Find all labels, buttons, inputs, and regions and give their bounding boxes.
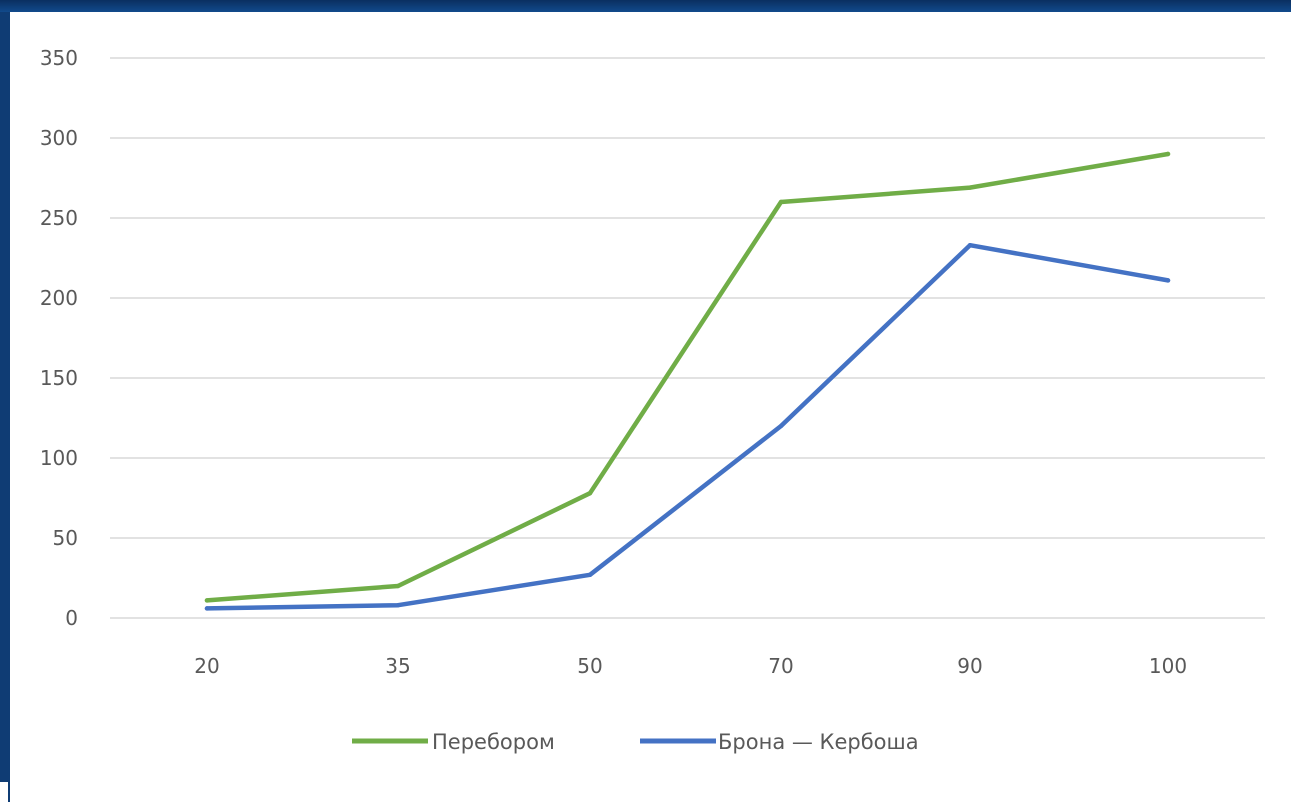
x-tick-label: 20 bbox=[194, 654, 219, 678]
data-point bbox=[778, 423, 784, 429]
y-tick-label: 200 bbox=[40, 286, 78, 310]
slide-corner-mark bbox=[0, 782, 8, 802]
x-tick-label: 35 bbox=[385, 654, 410, 678]
x-tick-label: 70 bbox=[768, 654, 793, 678]
x-axis-ticks: 20 35 50 70 90 100 bbox=[194, 654, 1187, 678]
y-axis-ticks: 0 50 100 150 200 250 300 350 bbox=[40, 46, 78, 630]
data-point bbox=[395, 583, 401, 589]
data-point bbox=[1165, 278, 1171, 283]
y-tick-label: 250 bbox=[40, 206, 78, 230]
y-tick-label: 0 bbox=[65, 606, 78, 630]
data-point bbox=[587, 491, 593, 496]
y-tick-label: 150 bbox=[40, 366, 78, 390]
data-point bbox=[395, 603, 401, 608]
x-tick-label: 50 bbox=[577, 654, 602, 678]
data-point bbox=[967, 185, 973, 190]
gridlines bbox=[110, 57, 1265, 619]
y-tick-label: 50 bbox=[53, 526, 78, 550]
legend-label-0: Перебором bbox=[432, 730, 555, 754]
legend: Перебором Брона — Кербоша bbox=[352, 730, 919, 754]
chart-area bbox=[10, 12, 1291, 802]
series-line-0 bbox=[204, 151, 1171, 603]
y-tick-label: 350 bbox=[40, 46, 78, 70]
series-line-1 bbox=[204, 242, 1171, 611]
slide-top-band bbox=[0, 0, 1291, 12]
data-point bbox=[778, 199, 784, 205]
data-point bbox=[967, 243, 973, 248]
data-point bbox=[587, 572, 593, 577]
data-point bbox=[204, 598, 210, 603]
legend-label-1: Брона — Кербоша bbox=[718, 730, 919, 754]
y-tick-label: 100 bbox=[40, 446, 78, 470]
x-tick-label: 100 bbox=[1149, 654, 1187, 678]
series-lines bbox=[204, 151, 1171, 611]
data-point bbox=[204, 606, 210, 611]
y-tick-label: 300 bbox=[40, 126, 78, 150]
data-point bbox=[1165, 151, 1171, 157]
x-tick-label: 90 bbox=[957, 654, 982, 678]
